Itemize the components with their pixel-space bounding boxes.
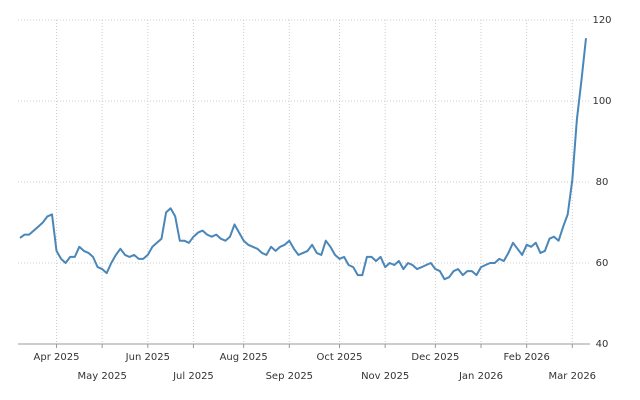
y-tick-label: 60 — [596, 258, 609, 269]
y-tick-label: 40 — [596, 339, 609, 350]
x-tick-label: Apr 2025 — [34, 352, 80, 363]
x-tick-label: Jan 2026 — [458, 371, 503, 382]
x-tick-label: Oct 2025 — [317, 352, 363, 363]
x-tick-label: Dec 2025 — [411, 352, 459, 363]
y-tick-label: 80 — [596, 177, 609, 188]
line — [19, 38, 587, 281]
x-tick-label: Feb 2026 — [503, 352, 549, 363]
x-tick-label: Aug 2025 — [220, 352, 268, 363]
x-tick-label: Mar 2026 — [549, 371, 597, 382]
x-tick-label: Sep 2025 — [266, 371, 313, 382]
y-tick-label: 100 — [592, 96, 611, 107]
x-tick-label: Nov 2025 — [361, 371, 409, 382]
x-tick-label: Jul 2025 — [172, 371, 214, 382]
y-tick-label: 120 — [592, 15, 611, 26]
x-tick-label: May 2025 — [78, 371, 127, 382]
x-tick-label: Jun 2025 — [125, 352, 170, 363]
